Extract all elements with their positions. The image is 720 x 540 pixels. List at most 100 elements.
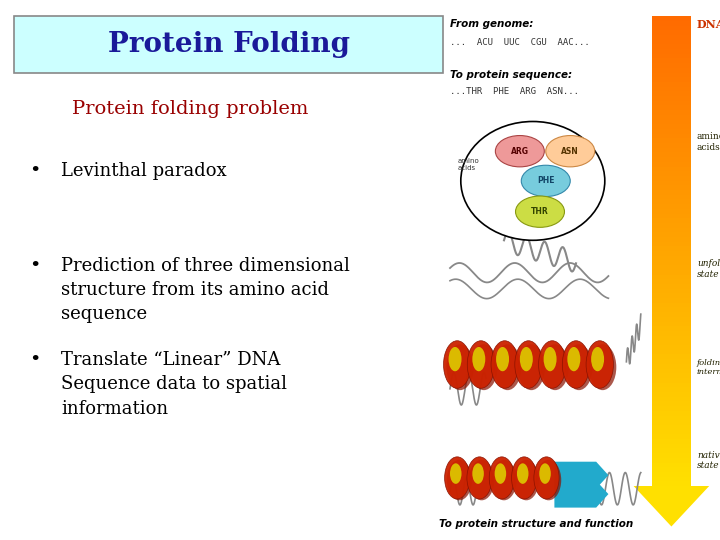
Polygon shape — [652, 350, 691, 354]
Polygon shape — [652, 448, 691, 453]
Polygon shape — [652, 279, 691, 284]
Polygon shape — [652, 336, 691, 340]
Ellipse shape — [534, 457, 559, 499]
Polygon shape — [652, 425, 691, 430]
Polygon shape — [652, 472, 691, 477]
Text: •: • — [29, 351, 40, 369]
Polygon shape — [652, 185, 691, 190]
Text: unfolded
state: unfolded state — [697, 259, 720, 279]
Polygon shape — [652, 340, 691, 345]
Text: PHE: PHE — [537, 177, 554, 185]
Text: Protein folding problem: Protein folding problem — [72, 100, 308, 118]
Polygon shape — [652, 82, 691, 87]
Polygon shape — [652, 284, 691, 289]
Ellipse shape — [461, 122, 605, 240]
Polygon shape — [652, 401, 691, 406]
Ellipse shape — [491, 341, 518, 388]
Ellipse shape — [586, 341, 613, 388]
Ellipse shape — [495, 463, 506, 484]
Polygon shape — [652, 237, 691, 242]
Text: Translate “Linear” DNA
Sequence data to spatial
information: Translate “Linear” DNA Sequence data to … — [61, 351, 287, 417]
Text: To protein sequence:: To protein sequence: — [450, 70, 572, 80]
Polygon shape — [554, 462, 608, 489]
Text: amino
acids: amino acids — [697, 132, 720, 152]
Polygon shape — [652, 434, 691, 439]
Polygon shape — [652, 368, 691, 373]
Polygon shape — [652, 430, 691, 434]
Polygon shape — [652, 322, 691, 326]
Polygon shape — [652, 209, 691, 213]
Polygon shape — [652, 49, 691, 54]
Ellipse shape — [565, 345, 593, 390]
Polygon shape — [652, 223, 691, 228]
Text: native
state: native state — [697, 451, 720, 470]
Polygon shape — [652, 312, 691, 317]
Polygon shape — [652, 232, 691, 237]
Polygon shape — [652, 303, 691, 307]
Polygon shape — [652, 477, 691, 481]
Polygon shape — [652, 298, 691, 303]
Text: Prediction of three dimensional
structure from its amino acid
sequence: Prediction of three dimensional structur… — [61, 256, 350, 323]
Polygon shape — [652, 397, 691, 401]
Text: folding
intermediate: folding intermediate — [697, 359, 720, 376]
Ellipse shape — [450, 463, 462, 484]
Text: amino
acids: amino acids — [457, 158, 479, 171]
Ellipse shape — [536, 460, 562, 500]
Polygon shape — [652, 72, 691, 77]
Polygon shape — [652, 63, 691, 68]
Polygon shape — [652, 190, 691, 195]
Polygon shape — [652, 481, 691, 486]
Ellipse shape — [492, 460, 517, 500]
Polygon shape — [652, 260, 691, 265]
Polygon shape — [652, 96, 691, 101]
Polygon shape — [652, 40, 691, 44]
Polygon shape — [652, 91, 691, 96]
Text: Levinthal paradox: Levinthal paradox — [61, 162, 227, 180]
Polygon shape — [652, 134, 691, 138]
Ellipse shape — [539, 341, 566, 388]
Text: ...  ACU  UUC  CGU  AAC...: ... ACU UUC CGU AAC... — [450, 38, 590, 47]
Ellipse shape — [539, 463, 551, 484]
Polygon shape — [652, 317, 691, 322]
Polygon shape — [652, 101, 691, 105]
Polygon shape — [652, 115, 691, 119]
Ellipse shape — [515, 341, 542, 388]
Polygon shape — [652, 251, 691, 256]
Polygon shape — [652, 25, 691, 30]
Polygon shape — [652, 58, 691, 63]
Polygon shape — [652, 44, 691, 49]
Polygon shape — [652, 199, 691, 204]
Ellipse shape — [591, 347, 604, 372]
Polygon shape — [652, 444, 691, 448]
Polygon shape — [652, 87, 691, 91]
Polygon shape — [652, 467, 691, 472]
Text: THR: THR — [531, 207, 549, 216]
Polygon shape — [652, 204, 691, 209]
Ellipse shape — [496, 347, 509, 372]
Text: To protein structure and function: To protein structure and function — [439, 519, 634, 529]
Polygon shape — [652, 270, 691, 275]
Polygon shape — [652, 166, 691, 171]
Polygon shape — [652, 68, 691, 72]
Polygon shape — [652, 383, 691, 387]
Text: •: • — [29, 256, 40, 274]
Ellipse shape — [467, 341, 495, 388]
Ellipse shape — [513, 460, 539, 500]
Text: •: • — [29, 162, 40, 180]
Ellipse shape — [472, 463, 484, 484]
Polygon shape — [652, 148, 691, 152]
Polygon shape — [652, 242, 691, 246]
Polygon shape — [652, 124, 691, 129]
Polygon shape — [652, 364, 691, 368]
Polygon shape — [652, 157, 691, 162]
Ellipse shape — [511, 457, 537, 499]
Ellipse shape — [469, 460, 495, 500]
Polygon shape — [652, 21, 691, 25]
Ellipse shape — [517, 463, 528, 484]
Polygon shape — [652, 218, 691, 223]
Polygon shape — [652, 307, 691, 312]
Ellipse shape — [446, 345, 474, 390]
Polygon shape — [652, 228, 691, 232]
Polygon shape — [652, 345, 691, 350]
Polygon shape — [652, 453, 691, 458]
